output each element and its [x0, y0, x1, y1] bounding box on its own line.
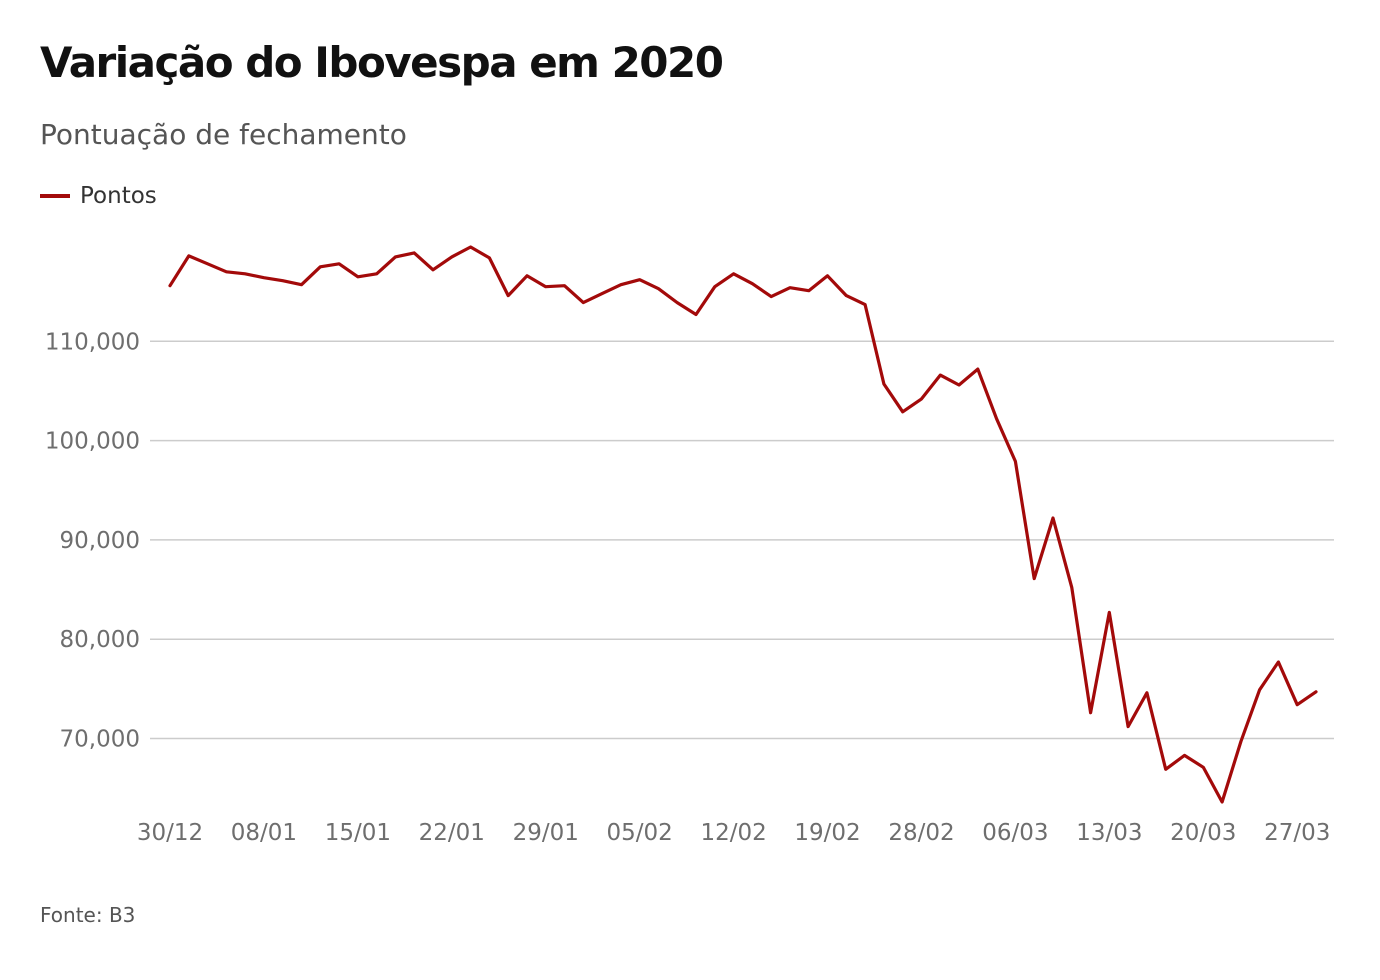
series-layer — [168, 245, 1318, 804]
legend-label: Pontos — [80, 183, 157, 209]
y-tick-label: 100,000 — [45, 429, 140, 455]
y-tick-label: 80,000 — [60, 627, 140, 653]
y-tick-label: 90,000 — [60, 528, 140, 554]
x-tick-label: 27/03 — [1264, 820, 1330, 846]
x-tick-label: 12/02 — [700, 820, 766, 846]
legend-swatch — [40, 194, 70, 198]
x-tick-label: 06/03 — [982, 820, 1048, 846]
y-tick-label: 110,000 — [45, 329, 140, 355]
x-tick-label: 20/03 — [1170, 820, 1236, 846]
x-tick-label: 28/02 — [888, 820, 954, 846]
x-tick-label: 05/02 — [607, 820, 673, 846]
legend: Pontos — [40, 183, 157, 209]
x-tick-label: 08/01 — [231, 820, 297, 846]
x-axis-ticks: 30/12 08/01 15/01 22/01 29/01 05/02 12/02 19/02… — [137, 820, 1331, 846]
series-line-pontos — [168, 245, 1318, 804]
x-tick-label: 13/03 — [1076, 820, 1142, 846]
chart-title: Variação do Ibovespa em 2020 — [40, 38, 724, 87]
y-tick-label: 70,000 — [60, 726, 140, 752]
x-tick-label: 30/12 — [137, 820, 203, 846]
x-tick-label: 22/01 — [419, 820, 485, 846]
gridlines — [150, 340, 1334, 740]
chart-subtitle: Pontuação de fechamento — [40, 118, 407, 151]
source-note: Fonte: B3 — [40, 903, 136, 927]
x-tick-label: 15/01 — [325, 820, 391, 846]
x-tick-label: 29/01 — [513, 820, 579, 846]
x-tick-label: 19/02 — [794, 820, 860, 846]
y-axis-ticks: 70,000 80,000 90,000 100,000 110,000 — [45, 329, 140, 752]
line-chart: 70,000 80,000 90,000 100,000 110,000 30/12 08… — [45, 245, 1334, 846]
